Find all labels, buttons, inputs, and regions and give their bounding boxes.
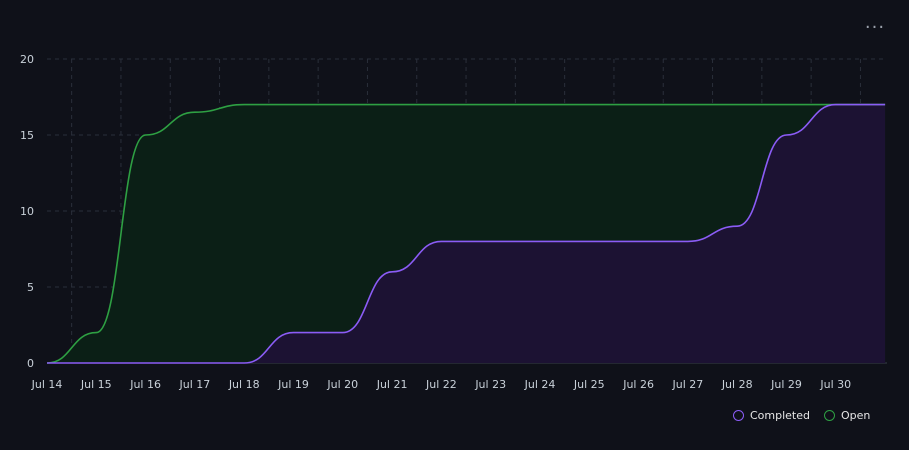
legend-item-completed[interactable]: Completed [733, 409, 810, 422]
chart-legend: Completed Open [733, 409, 870, 422]
x-tick-label: Jul 16 [129, 378, 161, 391]
x-tick-label: Jul 20 [326, 378, 358, 391]
x-tick-label: Jul 18 [228, 378, 260, 391]
x-tick-label: Jul 17 [179, 378, 211, 391]
series-line-open [46, 103, 886, 364]
x-tick-label: Jul 30 [819, 378, 851, 391]
x-tick-label: Jul 26 [622, 378, 654, 391]
series-area-completed [47, 104, 886, 363]
legend-item-open[interactable]: Open [824, 409, 870, 422]
y-tick-label: 5 [27, 281, 34, 294]
legend-swatch-open [824, 410, 835, 421]
x-tick-label: Jul 25 [573, 378, 605, 391]
y-tick-label: 0 [27, 357, 34, 370]
x-tick-label: Jul 29 [770, 378, 802, 391]
x-tick-label: Jul 27 [672, 378, 704, 391]
legend-swatch-completed [733, 410, 744, 421]
x-tick-label: Jul 15 [80, 378, 112, 391]
series-line-completed [46, 103, 886, 364]
x-tick-label: Jul 19 [277, 378, 309, 391]
legend-label-completed: Completed [750, 409, 810, 422]
x-tick-label: Jul 21 [376, 378, 408, 391]
y-tick-label: 10 [20, 205, 34, 218]
y-tick-label: 15 [20, 129, 34, 142]
x-tick-label: Jul 28 [721, 378, 753, 391]
y-tick-label: 20 [20, 53, 34, 66]
x-tick-label: Jul 22 [425, 378, 457, 391]
legend-label-open: Open [841, 409, 871, 422]
more-options-button[interactable]: ··· [860, 16, 890, 40]
x-tick-label: Jul 23 [474, 378, 506, 391]
x-tick-label: Jul 14 [31, 378, 63, 391]
x-tick-label: Jul 24 [524, 378, 556, 391]
ellipsis-icon: ··· [864, 17, 886, 38]
